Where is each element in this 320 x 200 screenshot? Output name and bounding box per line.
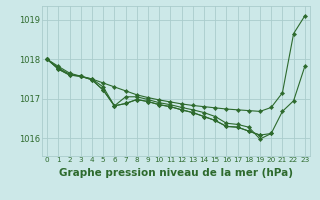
- X-axis label: Graphe pression niveau de la mer (hPa): Graphe pression niveau de la mer (hPa): [59, 168, 293, 178]
